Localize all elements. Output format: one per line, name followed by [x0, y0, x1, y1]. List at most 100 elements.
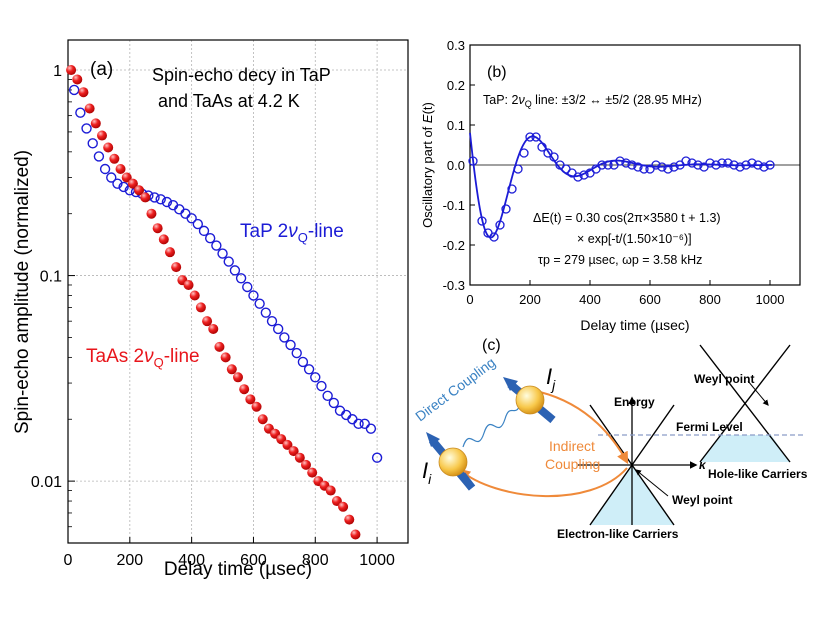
- b-point: [603, 160, 613, 170]
- taas-point: [171, 262, 182, 273]
- taas-point: [338, 501, 349, 512]
- hole-carriers-label: Hole-like Carriers: [708, 467, 808, 481]
- tap-point: [93, 151, 105, 162]
- b-ylabel: Oscillatory part of E(t): [420, 102, 435, 228]
- a-tap-series: [68, 84, 383, 463]
- taas-point: [140, 192, 151, 203]
- taas-point: [127, 178, 138, 189]
- b-point: [573, 172, 583, 182]
- tap-point: [118, 181, 129, 193]
- tap-point: [112, 178, 123, 189]
- taas-point: [134, 185, 145, 196]
- b-point: [489, 232, 499, 242]
- panel-a: 0 200 400 600 800 1000 1 0.1 0.01 (a) Spin-echo …: [12, 39, 409, 580]
- tap-point: [248, 290, 259, 301]
- b-ytick-label: 0.0: [447, 158, 465, 173]
- taas-point: [66, 65, 77, 76]
- tap-point: [297, 356, 309, 368]
- b-ytick-label: -0.2: [443, 238, 465, 253]
- weyl-point-right-pointer: [747, 380, 769, 406]
- taas-point: [183, 279, 194, 290]
- indirect-coupling-arrow-top: [539, 391, 629, 465]
- indirect-label-line1: Indirect: [549, 438, 595, 454]
- b-panel-label: (b): [487, 64, 507, 81]
- b-point: [687, 158, 697, 168]
- taas-point: [239, 384, 250, 395]
- tap-point: [310, 372, 321, 383]
- b-point: [765, 160, 775, 170]
- weyl-cone-right: [699, 344, 791, 463]
- b-xtick-label: 600: [639, 292, 661, 307]
- tap-point: [217, 248, 228, 259]
- b-xtick-label: 0: [466, 292, 473, 307]
- fermi-level-label: Fermi Level: [676, 420, 743, 434]
- a-taas-series: [66, 65, 361, 540]
- a-xtick-label: 1000: [359, 552, 395, 569]
- taas-point: [282, 439, 293, 450]
- taas-point: [307, 467, 318, 478]
- taas-point: [257, 414, 268, 425]
- b-point: [537, 142, 547, 152]
- tap-point: [316, 380, 327, 392]
- tap-point: [186, 213, 197, 224]
- taas-point: [72, 74, 83, 85]
- weyl-point-label: Weyl point: [672, 493, 732, 507]
- b-point: [717, 158, 727, 168]
- a-legend-tap: TaP 2νQ-line: [240, 221, 344, 245]
- taas-point: [121, 172, 132, 183]
- a-xtick-label: 200: [116, 552, 143, 569]
- tap-point: [291, 347, 302, 359]
- taas-point: [189, 290, 200, 301]
- tap-point: [272, 323, 284, 335]
- b-ytick-label: 0.2: [447, 78, 465, 93]
- b-points: [468, 132, 775, 242]
- weyl-cone-center: [578, 396, 698, 526]
- b-point: [681, 156, 691, 166]
- b-ytick-label: -0.1: [443, 198, 465, 213]
- weyl-point-right-label: Weyl point: [694, 372, 754, 386]
- a-ticks: 0 200 400 600 800 1000 1 0.1 0.01: [31, 63, 395, 569]
- b-point: [579, 170, 589, 180]
- tap-point: [359, 418, 370, 430]
- taas-point: [245, 394, 256, 405]
- taas-point: [165, 247, 175, 258]
- b-ytick-label: -0.3: [443, 278, 465, 293]
- taas-point: [220, 352, 231, 363]
- tap-point: [223, 256, 234, 267]
- tap-point: [266, 315, 278, 327]
- tap-point: [242, 281, 253, 293]
- taas-point: [325, 485, 336, 496]
- b-point: [513, 164, 523, 174]
- taas-point: [97, 130, 107, 141]
- a-title-line1: Spin-echo decy in TaP: [152, 65, 331, 85]
- b-point: [507, 184, 517, 194]
- b-xtick-label: 400: [579, 292, 601, 307]
- taas-point: [115, 164, 126, 175]
- taas-point: [103, 142, 114, 153]
- tap-point: [279, 332, 290, 343]
- tap-point: [365, 423, 377, 434]
- b-point: [747, 158, 757, 168]
- b-point: [705, 158, 715, 168]
- direct-coupling-label: Direct Coupling: [412, 354, 498, 424]
- b-xlabel: Delay time (µsec): [580, 317, 689, 333]
- b-point: [525, 132, 535, 142]
- tap-point: [229, 265, 241, 276]
- taas-point: [158, 234, 169, 245]
- a-xtick-label: 800: [302, 552, 329, 569]
- b-formula-line2: × exp[-t/(1.50×10⁻⁶)]: [577, 232, 692, 246]
- taas-point: [208, 323, 219, 334]
- b-point: [621, 158, 631, 168]
- taas-point: [146, 208, 157, 219]
- b-xtick-label: 200: [519, 292, 541, 307]
- taas-point: [350, 529, 361, 540]
- c-panel-label: (c): [482, 337, 501, 354]
- tap-point: [322, 390, 333, 402]
- tap-point: [198, 225, 210, 237]
- taas-point: [90, 118, 101, 129]
- taas-point: [251, 401, 262, 412]
- a-frame: [67, 39, 409, 544]
- spin-i-label: Ii: [422, 458, 432, 487]
- b-point: [639, 164, 649, 174]
